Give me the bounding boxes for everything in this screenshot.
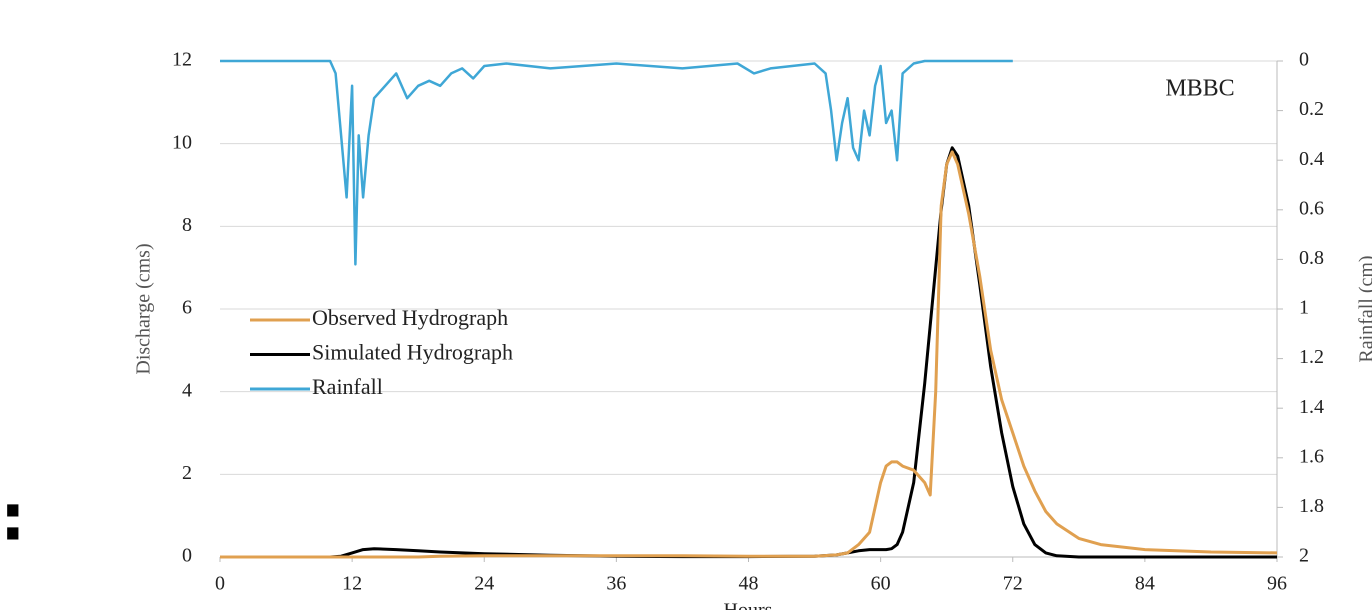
x-tick-label: 84	[1135, 573, 1155, 595]
x-tick-label: 24	[474, 573, 494, 595]
x-tick-label: 96	[1267, 573, 1287, 595]
x-tick-label: 0	[215, 573, 225, 595]
series-line	[220, 59, 1013, 266]
y-tick-label: 0	[182, 545, 192, 567]
y2-axis-label: Rainfall (cm)	[1356, 255, 1372, 362]
x-tick-label: 72	[1003, 573, 1023, 595]
legend-label: Observed Hydrograph	[312, 305, 508, 330]
y-tick-label: 10	[172, 131, 192, 153]
y-tick-label: 4	[182, 379, 192, 401]
x-axis-label: Hours	[724, 600, 773, 610]
fragment: :	[0, 482, 26, 556]
y2-tick-label: 0	[1299, 49, 1309, 71]
annotation: MBBC	[1165, 76, 1234, 102]
y2-tick-label: 1.2	[1299, 346, 1324, 368]
y-tick-label: 12	[172, 49, 192, 71]
legend-label: Simulated Hydrograph	[312, 340, 513, 365]
x-tick-label: 36	[606, 573, 626, 595]
y-tick-label: 6	[182, 297, 192, 319]
legend-label: Rainfall	[312, 374, 383, 399]
y2-tick-label: 1.4	[1299, 396, 1324, 418]
y2-tick-label: 2	[1299, 545, 1309, 567]
series-line	[220, 146, 1277, 559]
y2-tick-label: 1	[1299, 297, 1309, 319]
y-tick-label: 2	[182, 462, 192, 484]
x-tick-label: 60	[871, 573, 891, 595]
y-tick-label: 8	[182, 214, 192, 236]
x-tick-label: 12	[342, 573, 362, 595]
y-axis-label: Discharge (cms)	[133, 243, 155, 374]
series-line	[220, 150, 1278, 559]
y2-tick-label: 0.8	[1299, 247, 1324, 269]
y2-tick-label: 0.2	[1299, 98, 1324, 120]
y2-tick-label: 0.4	[1299, 148, 1324, 170]
y2-tick-label: 1.6	[1299, 445, 1324, 467]
x-tick-label: 48	[739, 573, 759, 595]
y2-tick-label: 0.6	[1299, 197, 1324, 219]
y2-tick-label: 1.8	[1299, 495, 1324, 517]
